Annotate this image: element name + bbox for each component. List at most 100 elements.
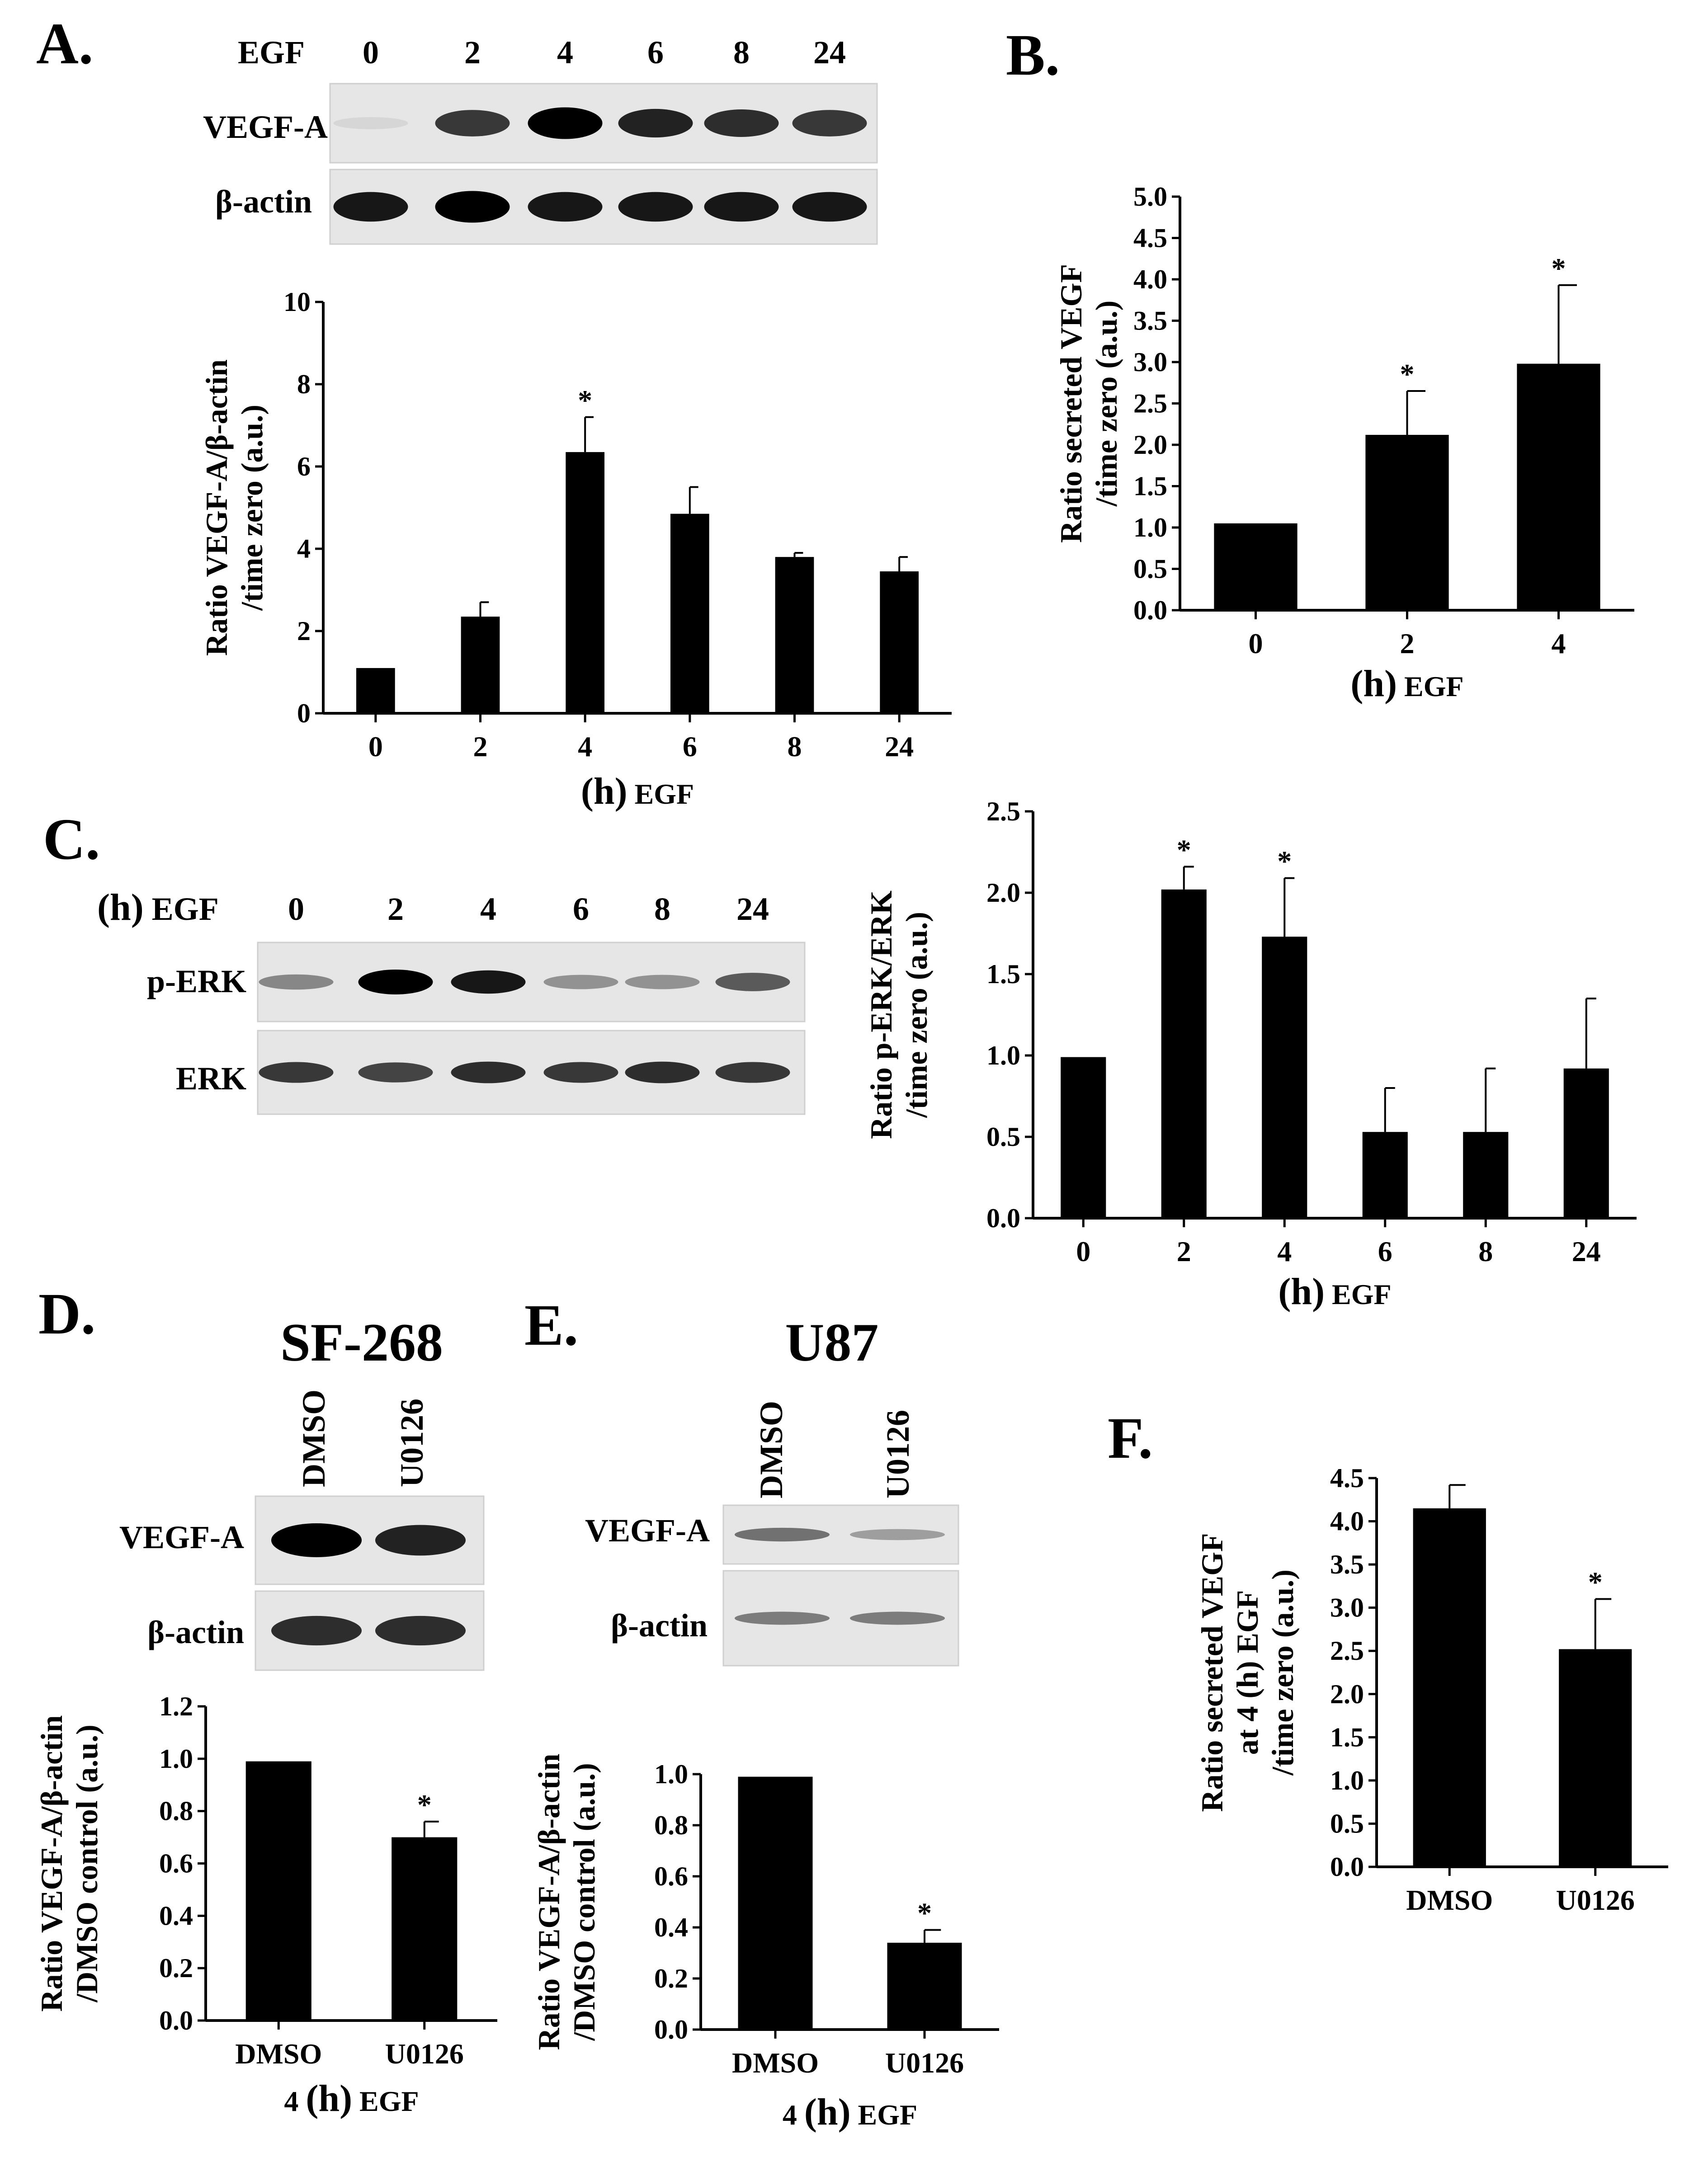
chart-c-xtick-label-5: 24 xyxy=(1572,1235,1601,1267)
chart-a-ytick-label-3: 6 xyxy=(297,452,311,481)
panel-letter-c: C. xyxy=(43,807,100,872)
chart-f-ylabel-2: /time zero (a.u.) xyxy=(1265,1569,1300,1776)
blot-d-lane-1: U0126 xyxy=(394,1399,430,1487)
chart-c-bar-1 xyxy=(1161,889,1207,1218)
blot-c-strip-0 xyxy=(257,942,806,1022)
chart-c: 0.0 0.5 1.0 1.5 2.0 2.5 0 * 2 * 4 6 8 24 Ratio p-ERK/E… xyxy=(864,796,1637,1313)
chart-a-ylabel-1: /time zero (a.u.) xyxy=(235,405,269,611)
blot-c-lane-5: 24 xyxy=(736,891,769,927)
chart-b-xtick-label-1: 2 xyxy=(1400,627,1415,659)
chart-a-xtick-label-5: 24 xyxy=(885,730,914,763)
blot-e-lane-0: DMSO xyxy=(753,1401,789,1498)
chart-c-xtick-label-0: 0 xyxy=(1076,1235,1090,1267)
chart-e-xlabel-prefix: 4 xyxy=(783,2099,804,2131)
blot-a-band-0-0 xyxy=(333,117,408,129)
chart-a-xlabel-text: EGF xyxy=(628,778,694,810)
blot-a-band-1-1 xyxy=(435,191,510,223)
chart-a-ytick-label-1: 2 xyxy=(297,616,311,646)
blot-a-band-0-5 xyxy=(792,110,867,137)
chart-b-ytick-label-6: 3.0 xyxy=(1133,347,1167,377)
chart-d-ylabel-0: Ratio VEGF-A/β-actin xyxy=(34,1715,69,2012)
chart-d-xlabel-unit: (h) xyxy=(306,2077,352,2120)
chart-f-xtick-label-0: DMSO xyxy=(1406,1884,1493,1916)
blot-d-band-1-1 xyxy=(375,1616,466,1646)
blot-c-row-label-1: ERK xyxy=(176,1060,246,1097)
chart-e-ytick-label-2: 0.4 xyxy=(654,1912,688,1942)
chart-f: 0.0 0.5 1.0 1.5 2.0 2.5 3.0 3.5 4.0 4.5 DMSO * U0126… xyxy=(1195,1463,1668,1916)
chart-e-xlabel: 4 (h) EGF xyxy=(783,2091,917,2133)
blot-c-header-unit: (h) EGF xyxy=(97,886,219,928)
blot-c-band-1-0 xyxy=(259,1062,334,1083)
chart-c-ytick-label-4: 2.0 xyxy=(986,878,1020,908)
chart-a-ytick-label-4: 8 xyxy=(297,369,311,399)
chart-d-xtick-label-1: U0126 xyxy=(385,2038,464,2070)
chart-f-bar-1 xyxy=(1559,1649,1632,1867)
chart-b-bar-1 xyxy=(1365,435,1449,610)
chart-b-ytick-label-7: 3.5 xyxy=(1133,306,1167,336)
blot-a-band-0-1 xyxy=(435,110,510,137)
chart-f-bar-0 xyxy=(1413,1508,1486,1867)
chart-b-bar-0 xyxy=(1214,523,1298,610)
chart-a-bar-2 xyxy=(566,452,605,713)
chart-b: 0.0 0.5 1.0 1.5 2.0 2.5 3.0 3.5 4.0 4.5 5.0 0 * 2 * 4 Ra… xyxy=(1054,182,1634,705)
chart-a-ylabel-0: Ratio VEGF-A/β-actin xyxy=(199,359,234,656)
blot-a-lane-2: 4 xyxy=(557,34,573,71)
chart-f-ytick-label-9: 4.5 xyxy=(1330,1463,1364,1493)
chart-f-ylabel-1: at 4 (h) EGF xyxy=(1230,1590,1264,1755)
chart-d-bar-0 xyxy=(245,1761,311,2021)
chart-c-xlabel-unit: (h) xyxy=(1278,1271,1325,1313)
chart-e-bar-1 xyxy=(887,1942,962,2030)
blot-e-row-label-0: VEGF-A xyxy=(585,1512,710,1549)
chart-a-bar-5 xyxy=(880,571,919,713)
chart-b-xtick-label-0: 0 xyxy=(1249,627,1263,659)
chart-b-ytick-label-8: 4.0 xyxy=(1133,264,1167,294)
chart-a-xtick-label-0: 0 xyxy=(368,730,383,763)
chart-c-ytick-label-3: 1.5 xyxy=(986,959,1020,989)
blot-c-band-1-1 xyxy=(358,1062,433,1083)
blot-c-band-1-5 xyxy=(715,1062,790,1083)
blot-a-band-1-4 xyxy=(704,192,779,222)
chart-e-ylabel-1: /DMSO control (a.u.) xyxy=(567,1763,601,2041)
chart-e-xlabel-text: EGF xyxy=(851,2099,918,2131)
blot-c-band-0-1 xyxy=(358,970,433,994)
chart-f-star-1: * xyxy=(1588,1566,1603,1598)
chart-b-xlabel-unit: (h) xyxy=(1350,663,1397,705)
blot-d-band-0-1 xyxy=(375,1525,466,1556)
blot-a-band-0-2 xyxy=(528,107,603,139)
blot-c-row-label-0: p-ERK xyxy=(147,963,246,999)
chart-c-ytick-label-5: 2.5 xyxy=(986,796,1020,826)
chart-c-xtick-label-4: 8 xyxy=(1478,1235,1493,1267)
chart-b-ytick-label-10: 5.0 xyxy=(1133,182,1167,212)
chart-a-star-2: * xyxy=(578,384,592,416)
chart-d-ytick-label-3: 0.6 xyxy=(159,1849,193,1879)
chart-a-xlabel: (h) EGF xyxy=(581,770,694,812)
blot-e-band-0-1 xyxy=(850,1529,945,1540)
chart-a-xtick-label-4: 8 xyxy=(788,730,802,763)
chart-d-bar-1 xyxy=(392,1837,458,2021)
chart-c-star-2: * xyxy=(1277,845,1292,877)
blot-d-row-label-0: VEGF-A xyxy=(119,1519,244,1555)
blot-d-lane-0: DMSO xyxy=(296,1390,332,1487)
blot-c-band-0-5 xyxy=(715,973,790,991)
chart-a-bar-1 xyxy=(461,617,500,713)
chart-a-bar-3 xyxy=(670,513,709,713)
chart-d-ylabel-1: /DMSO control (a.u.) xyxy=(70,1724,104,2003)
blot-c-lane-0: 0 xyxy=(288,891,304,927)
chart-c-ytick-label-1: 0.5 xyxy=(986,1122,1020,1152)
chart-a-ytick-label-5: 10 xyxy=(283,287,311,317)
chart-b-ytick-label-1: 0.5 xyxy=(1133,554,1167,584)
chart-c-bar-4 xyxy=(1463,1132,1509,1218)
blot-c-lane-3: 6 xyxy=(573,891,589,927)
chart-b-star-1: * xyxy=(1400,358,1415,390)
blot-e-lane-1: U0126 xyxy=(880,1410,916,1498)
blot-a-row-label-1: β-actin xyxy=(215,184,312,220)
chart-c-xlabel-text: EGF xyxy=(1325,1278,1392,1310)
blot-a-strip-1 xyxy=(329,169,878,245)
blot-e-band-1-0 xyxy=(735,1611,830,1625)
chart-a-ytick-label-2: 4 xyxy=(297,534,311,564)
chart-f-ytick-label-4: 2.0 xyxy=(1330,1679,1364,1709)
panel-letter-f: F. xyxy=(1108,1406,1153,1471)
blot-a-band-0-3 xyxy=(618,108,693,138)
chart-b-xtick-label-2: 4 xyxy=(1552,627,1566,659)
chart-a-xtick-label-1: 2 xyxy=(473,730,488,763)
